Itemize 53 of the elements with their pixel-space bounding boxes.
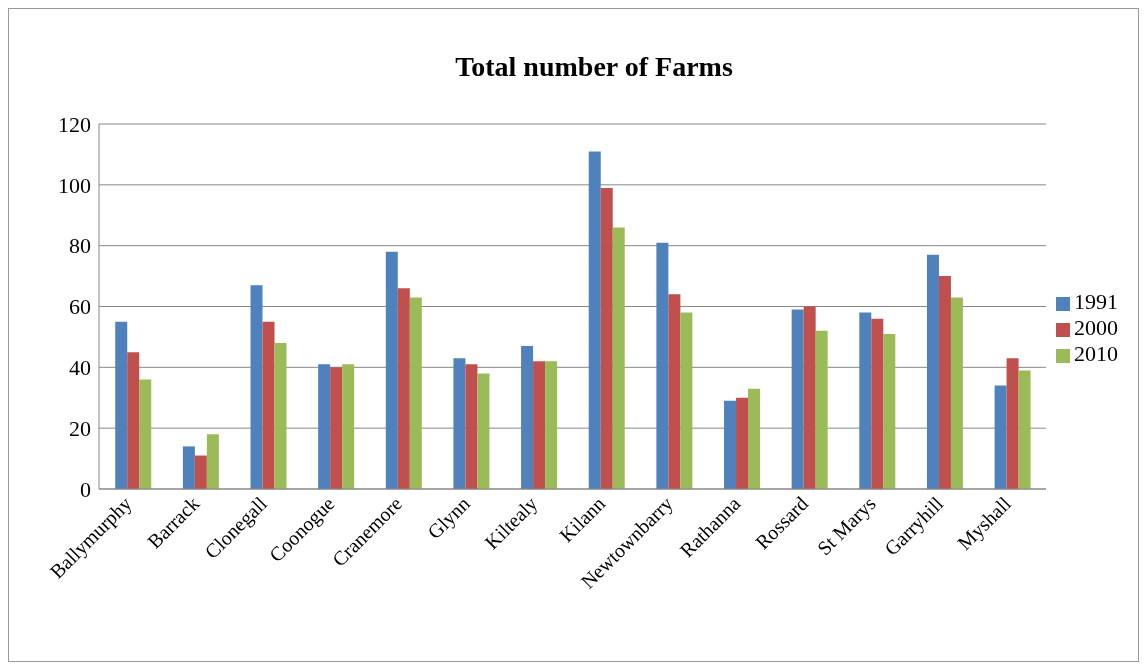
bar [139, 379, 152, 489]
bar [803, 306, 816, 489]
bar [477, 373, 490, 489]
bar [1018, 370, 1031, 489]
bar [342, 364, 355, 489]
bar [815, 330, 828, 489]
legend-label: 2010 [1074, 341, 1118, 366]
bar [318, 364, 331, 489]
bar [397, 288, 410, 489]
bar [385, 251, 398, 489]
bar [545, 361, 558, 489]
bar [409, 297, 422, 489]
y-tick-label: 100 [58, 172, 91, 198]
y-tick-label: 80 [69, 233, 91, 259]
bar [680, 312, 693, 489]
bar [262, 321, 275, 489]
bar [994, 385, 1007, 489]
bar [668, 294, 681, 489]
bar [871, 318, 884, 489]
bar [206, 434, 219, 489]
bar [588, 151, 601, 489]
bar [883, 333, 896, 489]
bar [938, 276, 951, 489]
bar [926, 254, 939, 489]
bar [1006, 358, 1019, 489]
bar [182, 446, 195, 489]
bar [115, 321, 128, 489]
legend-label: 2000 [1074, 315, 1118, 340]
bar [791, 309, 804, 489]
bar [521, 346, 534, 489]
bar [194, 455, 207, 489]
bar [250, 285, 263, 489]
chart-title: Total number of Farms [454, 51, 734, 83]
bar [859, 312, 872, 489]
bar [127, 352, 140, 489]
bar [950, 297, 963, 489]
bar [453, 358, 466, 489]
y-tick-label: 0 [80, 476, 91, 502]
bar [465, 364, 478, 489]
legend-label: 1991 [1074, 289, 1118, 314]
bar [533, 361, 546, 489]
y-tick-label: 20 [69, 415, 91, 441]
y-tick-label: 40 [69, 355, 91, 381]
y-tick-label: 60 [69, 294, 91, 320]
bar [724, 400, 737, 489]
bar [656, 242, 669, 489]
bar [274, 343, 287, 489]
bar [748, 388, 761, 489]
bar [612, 227, 625, 489]
bar [330, 367, 343, 489]
bar [600, 187, 613, 489]
bar [736, 397, 749, 489]
y-tick-label: 120 [58, 111, 91, 137]
